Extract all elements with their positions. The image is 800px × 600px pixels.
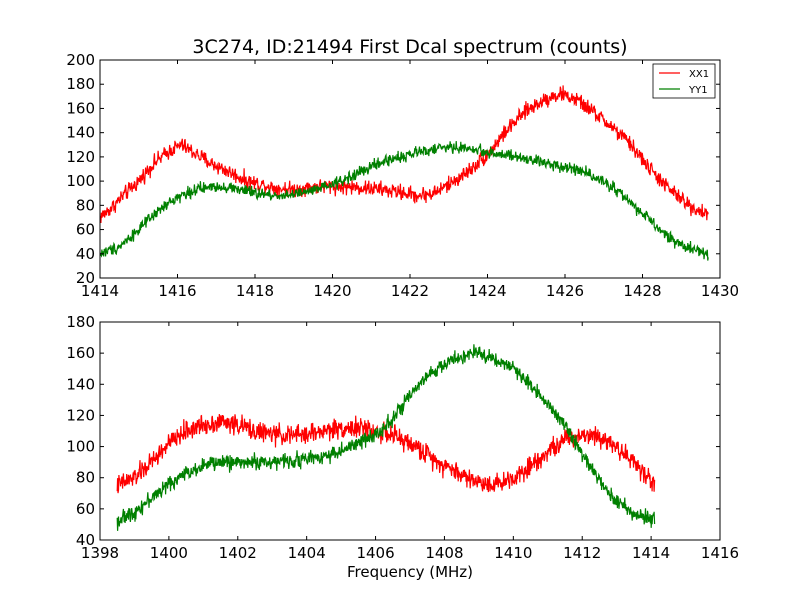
legend-xx1-label: XX1	[689, 69, 709, 80]
legend-box	[652, 63, 716, 99]
bottom-y-tick-label: 120	[66, 406, 95, 424]
top-y-tick-label: 20	[76, 269, 95, 287]
bottom-x-tick-label: 1412	[563, 544, 601, 562]
bottom-x-tick-label: 1398	[81, 544, 119, 562]
top-y-tick-label: 180	[66, 75, 95, 93]
bottom-series-layer	[116, 344, 656, 531]
bottom-x-tick-label: 1414	[632, 544, 670, 562]
top-y-tick-label: 140	[66, 124, 95, 142]
top-x-tick-label: 1426	[546, 282, 584, 300]
top-y-tick-label: 200	[66, 51, 95, 69]
top-x-tick-label: 1416	[158, 282, 196, 300]
bottom-x-tick-label: 1400	[150, 544, 188, 562]
bottom-plot-frame	[99, 321, 721, 541]
legend-yy1-label: YY1	[688, 85, 708, 96]
bottom-y-tick-label: 60	[76, 500, 95, 518]
bottom-y-tick-label: 160	[66, 344, 95, 362]
top-x-tick-label: 1420	[313, 282, 351, 300]
bottom-y-tick-label: 80	[76, 469, 95, 487]
top-x-tick-label: 1418	[236, 282, 274, 300]
bottom-x-tick-label: 1404	[288, 544, 326, 562]
bottom-y-tick-label: 40	[76, 531, 95, 549]
top-series-yy1-line	[99, 141, 709, 261]
bottom-x-tick-label: 1406	[356, 544, 394, 562]
top-x-tick-label: 1414	[81, 282, 119, 300]
top-spectrum-panel: 1414 1416 1418 1420 1422 1424 1426 1428 1430 20 40…	[66, 51, 739, 300]
bottom-spectrum-panel: 1398 1400 1402 1404 1406 1408 1410 1412 1414 1416…	[66, 313, 739, 562]
bottom-series-xx1-line	[116, 414, 656, 494]
bottom-x-tick-label: 1410	[494, 544, 532, 562]
x-axis-label: Frequency (MHz)	[347, 563, 473, 581]
bottom-x-tick-label: 1416	[701, 544, 739, 562]
bottom-y-tick-label: 180	[66, 313, 95, 331]
top-series-layer	[99, 85, 709, 261]
top-x-tick-label: 1428	[623, 282, 661, 300]
top-series-xx1-line	[99, 85, 709, 224]
top-x-tick-label: 1424	[468, 282, 506, 300]
top-ticks-layer: 1414 1416 1418 1420 1422 1424 1426 1428 1430 20 40…	[66, 51, 739, 300]
top-x-tick-label: 1430	[701, 282, 739, 300]
top-y-tick-label: 60	[76, 221, 95, 239]
top-x-tick-label: 1422	[391, 282, 429, 300]
top-legend: XX1 YY1	[652, 63, 716, 99]
chart-title: 3C274, ID:21494 First Dcal spectrum (cou…	[192, 36, 627, 58]
top-y-tick-label: 160	[66, 99, 95, 117]
top-y-tick-label: 100	[66, 172, 95, 190]
bottom-y-tick-label: 140	[66, 375, 95, 393]
bottom-x-tick-label: 1402	[219, 544, 257, 562]
top-y-tick-label: 40	[76, 245, 95, 263]
bottom-y-tick-label: 100	[66, 438, 95, 456]
bottom-ticks-layer: 1398 1400 1402 1404 1406 1408 1410 1412 1414 1416…	[66, 313, 739, 562]
top-y-tick-label: 120	[66, 148, 95, 166]
top-plot-frame	[99, 59, 721, 279]
top-y-tick-label: 80	[76, 196, 95, 214]
bottom-series-yy1-line	[116, 344, 656, 531]
bottom-x-tick-label: 1408	[425, 544, 463, 562]
